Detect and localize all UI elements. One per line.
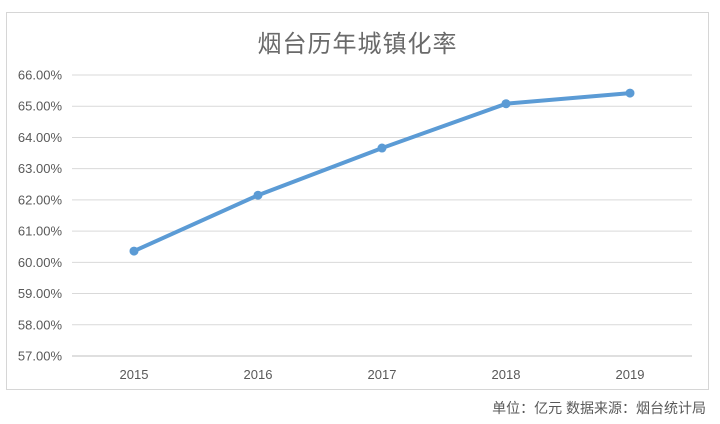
data-source-note: 单位：亿元 数据来源：烟台统计局 bbox=[492, 400, 706, 416]
y-tick-label: 57.00% bbox=[18, 349, 63, 364]
x-tick-label: 2017 bbox=[368, 367, 397, 382]
y-tick-label: 63.00% bbox=[18, 161, 63, 176]
urbanization-rate-line bbox=[132, 91, 632, 254]
y-tick-label: 58.00% bbox=[18, 317, 63, 332]
data-point-marker bbox=[253, 190, 263, 200]
x-tick-label: 2015 bbox=[120, 367, 149, 382]
x-tick-label: 2018 bbox=[492, 367, 521, 382]
data-point-marker bbox=[377, 143, 387, 153]
y-tick-label: 59.00% bbox=[18, 286, 63, 301]
y-tick-label: 62.00% bbox=[18, 192, 63, 207]
data-point-marker bbox=[501, 99, 511, 109]
x-tick-label: 2016 bbox=[244, 367, 273, 382]
data-point-marker bbox=[625, 88, 635, 98]
y-tick-label: 65.00% bbox=[18, 99, 63, 114]
chart-title: 烟台历年城镇化率 bbox=[257, 31, 458, 58]
y-tick-label: 61.00% bbox=[18, 224, 63, 239]
y-tick-label: 60.00% bbox=[18, 255, 63, 270]
y-tick-label: 64.00% bbox=[18, 130, 63, 145]
y-tick-label: 66.00% bbox=[18, 68, 63, 83]
data-point-marker bbox=[129, 246, 139, 256]
x-tick-label: 2019 bbox=[616, 367, 645, 382]
